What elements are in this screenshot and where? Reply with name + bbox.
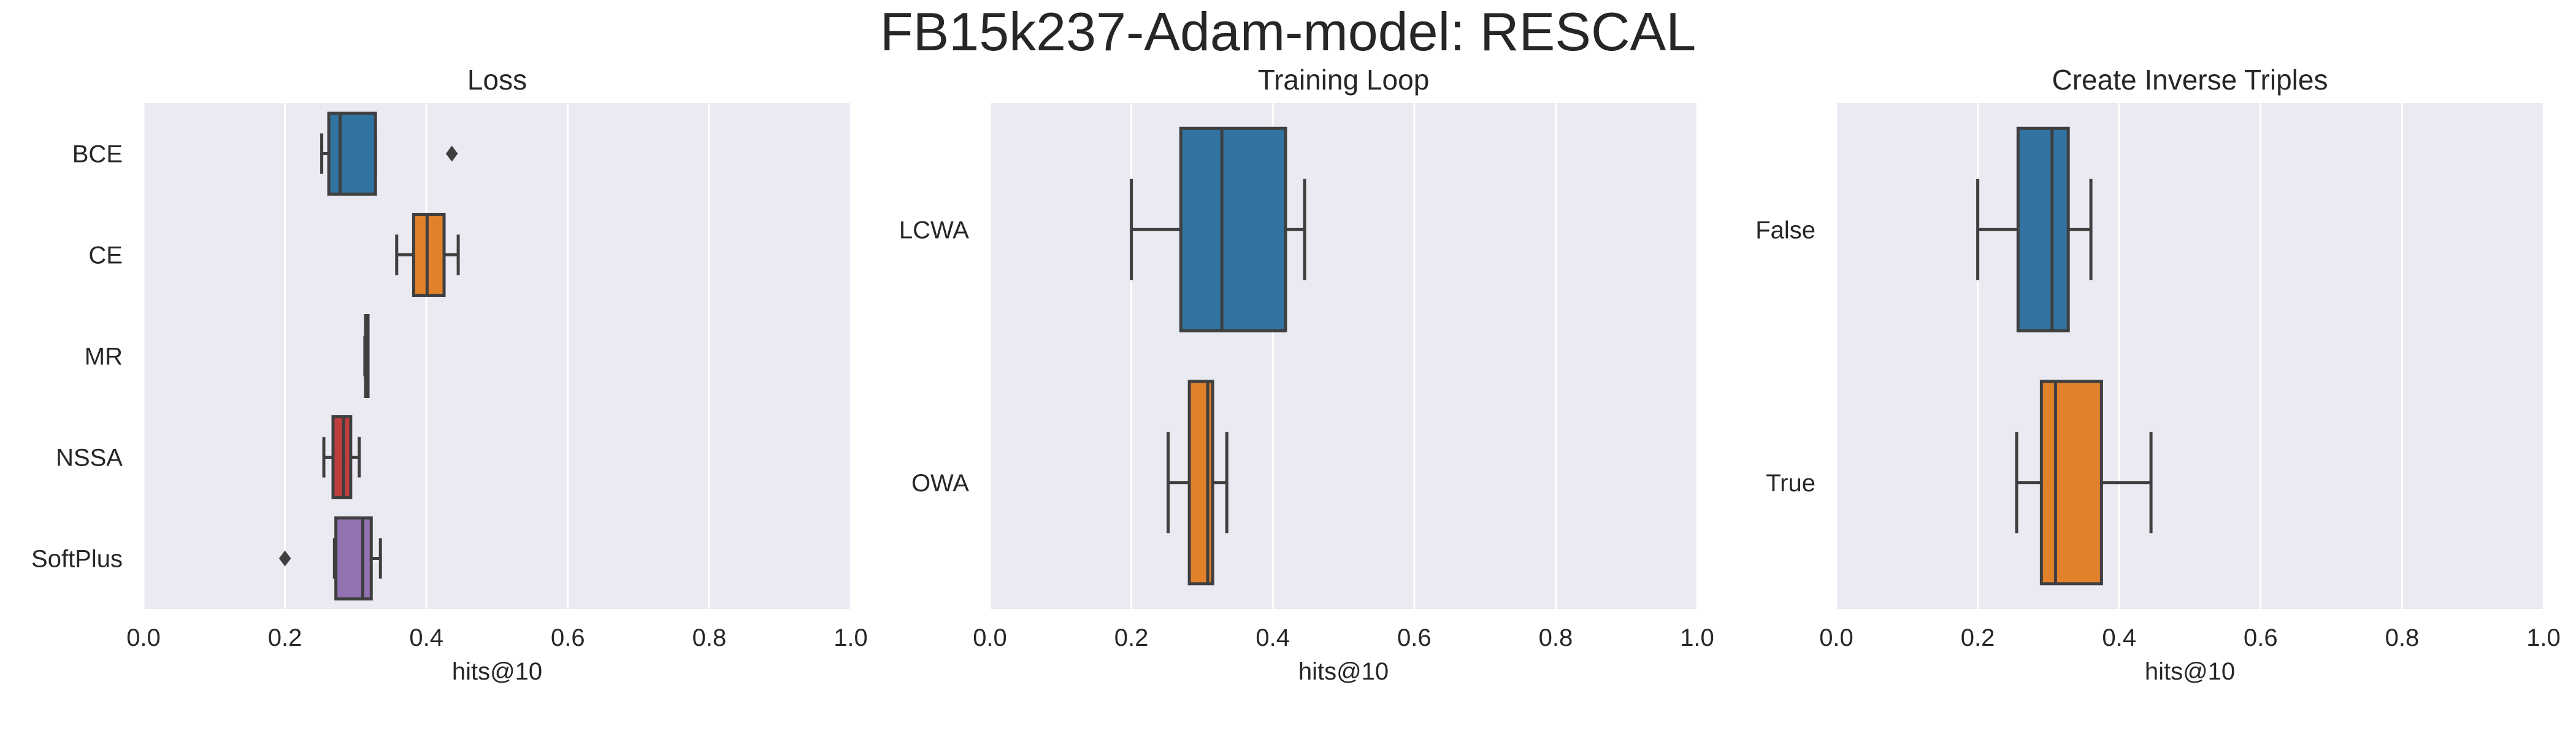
x-tick-label: 0.4 xyxy=(409,624,443,651)
x-tick-label: 0.2 xyxy=(1114,624,1149,651)
box-nssa: NSSA xyxy=(56,415,361,499)
box-bce: BCE xyxy=(72,112,458,196)
iqr-box xyxy=(334,516,373,600)
y-tick-label: CE xyxy=(88,242,123,269)
x-tick-label: 0.8 xyxy=(692,624,727,651)
iqr-box xyxy=(1179,126,1287,332)
plot-area xyxy=(1836,103,2543,609)
x-axis-label: hits@10 xyxy=(1298,658,1389,685)
x-tick-label: 0.0 xyxy=(1819,624,1853,651)
plot-area xyxy=(990,103,1697,609)
y-tick-label: NSSA xyxy=(56,445,123,472)
x-tick-label: 0.8 xyxy=(2385,624,2420,651)
x-axis-label: hits@10 xyxy=(2145,658,2235,685)
outlier-marker xyxy=(445,145,458,162)
x-axis-label: hits@10 xyxy=(452,658,542,685)
iqr-box xyxy=(2039,380,2103,586)
panel-loss: 0.0 0.2 0.4 0.6 0.8 1.0 Loss hits@10 BCE CE MR NSSA… xyxy=(31,64,868,685)
panel-title: Create Inverse Triples xyxy=(2052,64,2328,96)
panel-title: Loss xyxy=(467,64,527,96)
outlier-marker xyxy=(278,550,291,567)
y-tick-label: LCWA xyxy=(899,217,969,243)
panel-title: Training Loop xyxy=(1258,64,1430,96)
iqr-box xyxy=(327,112,377,196)
x-tick-label: 0.4 xyxy=(2102,624,2136,651)
panel-create-inverse-triples: 0.0 0.2 0.4 0.6 0.8 1.0 Create Inverse Triples… xyxy=(1755,64,2561,685)
x-tick-label: 1.0 xyxy=(2526,624,2561,651)
box-lcwa: LCWA xyxy=(899,126,1306,332)
box-softplus: SoftPlus xyxy=(31,516,382,600)
x-tick-label: 0.4 xyxy=(1255,624,1290,651)
x-tick-label: 0.6 xyxy=(1397,624,1432,651)
x-tick-label: 1.0 xyxy=(1680,624,1714,651)
iqr-box xyxy=(412,213,446,297)
y-tick-label: MR xyxy=(85,343,123,370)
x-tick-label: 0.0 xyxy=(126,624,161,651)
x-tick-label: 0.2 xyxy=(268,624,302,651)
y-tick-label: False xyxy=(1755,217,1815,243)
figure-suptitle: FB15k237-Adam-model: RESCAL xyxy=(880,1,1696,62)
iqr-box xyxy=(331,415,353,499)
iqr-box xyxy=(2016,126,2070,332)
box-mr: MR xyxy=(85,314,370,398)
y-tick-label: BCE xyxy=(72,141,123,168)
box-false: False xyxy=(1755,126,2093,332)
x-tick-label: 0.2 xyxy=(1961,624,1995,651)
x-tick-label: 0.0 xyxy=(973,624,1007,651)
box-true: True xyxy=(1766,380,2153,586)
panels-group: 0.0 0.2 0.4 0.6 0.8 1.0 Loss hits@10 BCE CE MR NSSA… xyxy=(31,64,2561,685)
panel-training-loop: 0.0 0.2 0.4 0.6 0.8 1.0 Training Loop hits@10 LC… xyxy=(899,64,1714,685)
x-tick-label: 0.6 xyxy=(2244,624,2278,651)
y-tick-label: SoftPlus xyxy=(31,546,123,573)
y-tick-label: True xyxy=(1766,470,1815,497)
x-tick-label: 0.8 xyxy=(1539,624,1573,651)
x-tick-label: 0.6 xyxy=(551,624,585,651)
x-tick-label: 1.0 xyxy=(834,624,868,651)
plot-area xyxy=(144,103,851,609)
y-tick-label: OWA xyxy=(911,470,969,497)
box-owa: OWA xyxy=(911,380,1229,586)
box-ce: CE xyxy=(88,213,460,297)
